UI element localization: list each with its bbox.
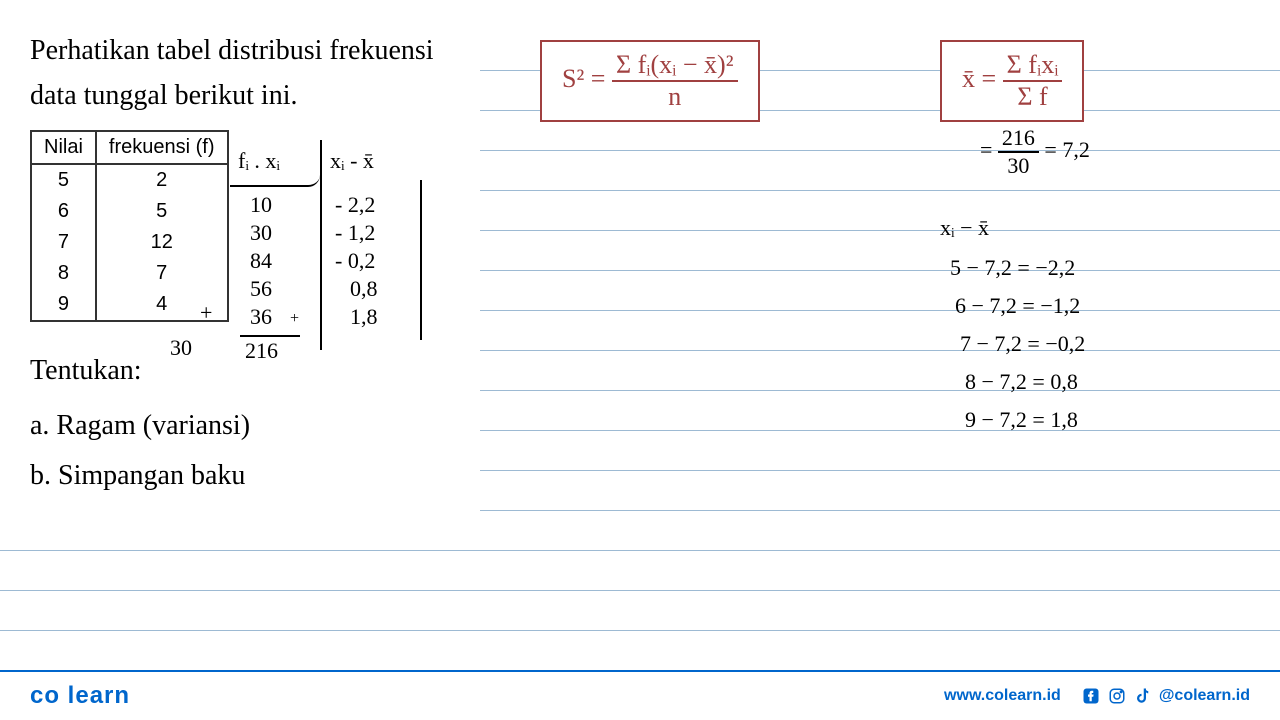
- table-header-nilai: Nilai: [31, 131, 96, 164]
- hw-fx-0: 10: [250, 192, 272, 218]
- table-cell: 5: [31, 164, 96, 196]
- footer: co learn www.colearn.id @colearn.id: [0, 670, 1280, 720]
- social-icons: @colearn.id: [1081, 686, 1250, 706]
- hw-sum-fx: 216: [245, 338, 278, 364]
- hw-col1-header: fᵢ . xᵢ: [238, 148, 280, 174]
- footer-url: www.colearn.id: [944, 687, 1061, 705]
- hw-fx-2: 84: [250, 248, 272, 274]
- dev-line-0: 5 − 7,2 = −2,2: [950, 255, 1075, 281]
- ruled-line: [0, 630, 1280, 631]
- table-cell: 8: [31, 258, 96, 289]
- hw-plus-1: +: [200, 300, 212, 326]
- ruled-line: [480, 430, 1280, 431]
- table-cell: 2: [96, 164, 228, 196]
- ruled-line: [0, 590, 1280, 591]
- hw-dev-1: - 1,2: [335, 220, 375, 246]
- ruled-line: [480, 470, 1280, 471]
- hw-vline-1: [320, 140, 322, 350]
- ruled-line: [480, 270, 1280, 271]
- ruled-line: [480, 390, 1280, 391]
- facebook-icon: [1081, 686, 1101, 706]
- dev-header: xᵢ − x̄: [940, 215, 989, 241]
- hw-col2-header: xᵢ - x̄: [330, 148, 374, 174]
- dev-line-1: 6 − 7,2 = −1,2: [955, 293, 1080, 319]
- mean-formula-box: x̄ = Σ fᵢxᵢ Σ f: [940, 40, 1084, 122]
- dev-line-3: 8 − 7,2 = 0,8: [965, 369, 1078, 395]
- mean-calc: = 216 30 = 7,2: [980, 125, 1090, 179]
- question-b: b. Simpangan baku: [30, 460, 245, 492]
- hw-dev-4: 1,8: [350, 304, 378, 330]
- prompt-line-2: data tunggal berikut ini.: [30, 80, 298, 112]
- table-cell: 6: [31, 196, 96, 227]
- prompt-line-1: Perhatikan tabel distribusi frekuensi: [30, 35, 434, 67]
- table-cell: 9: [31, 289, 96, 321]
- hw-dev-2: - 0,2: [335, 248, 375, 274]
- hw-sum-line: [240, 335, 300, 337]
- hw-fx-4: 36: [250, 304, 272, 330]
- hw-dev-3: 0,8: [350, 276, 378, 302]
- ruled-line: [480, 350, 1280, 351]
- frequency-table: Nilai frekuensi (f) 52 65 712 87 94: [30, 130, 229, 322]
- table-cell: 7: [96, 258, 228, 289]
- instagram-icon: [1107, 686, 1127, 706]
- table-cell: 12: [96, 227, 228, 258]
- hw-dev-0: - 2,2: [335, 192, 375, 218]
- ruled-line: [480, 190, 1280, 191]
- table-cell: 5: [96, 196, 228, 227]
- ruled-line: [480, 510, 1280, 511]
- dev-line-2: 7 − 7,2 = −0,2: [960, 331, 1085, 357]
- tentukan-label: Tentukan:: [30, 355, 142, 387]
- table-header-frekuensi: frekuensi (f): [96, 131, 228, 164]
- table-cell: 7: [31, 227, 96, 258]
- mean-formula: x̄ = Σ fᵢxᵢ Σ f: [962, 64, 1062, 93]
- hw-sum-freq: 30: [170, 335, 192, 361]
- tiktok-icon: [1133, 686, 1153, 706]
- hw-curve: [230, 175, 320, 187]
- hw-fx-3: 56: [250, 276, 272, 302]
- brand-logo: co learn: [30, 682, 130, 710]
- ruled-line: [480, 230, 1280, 231]
- hw-fx-1: 30: [250, 220, 272, 246]
- ruled-line: [0, 550, 1280, 551]
- variance-formula: S² = Σ fᵢ(xᵢ − x̄)² n: [562, 64, 738, 93]
- ruled-line: [480, 310, 1280, 311]
- footer-handle: @colearn.id: [1159, 687, 1250, 705]
- hw-vline-2: [420, 180, 422, 340]
- ruled-line: [480, 150, 1280, 151]
- question-a: a. Ragam (variansi): [30, 410, 250, 442]
- dev-line-4: 9 − 7,2 = 1,8: [965, 407, 1078, 433]
- variance-formula-box: S² = Σ fᵢ(xᵢ − x̄)² n: [540, 40, 760, 122]
- hw-plus-2: +: [290, 310, 299, 328]
